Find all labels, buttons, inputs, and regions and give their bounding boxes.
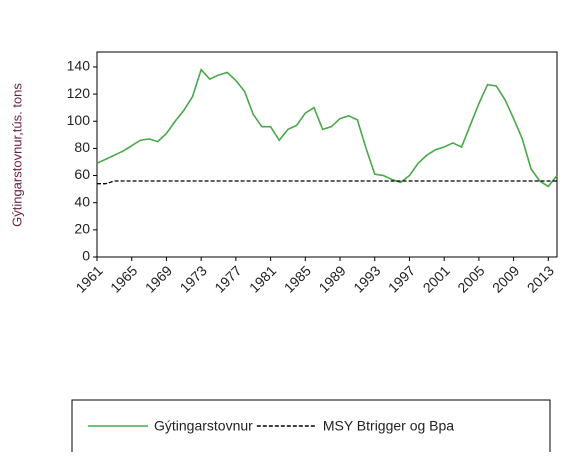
x-tick-label: 1985 xyxy=(281,262,314,295)
x-tick-label: 2001 xyxy=(420,262,453,295)
y-tick-label: 20 xyxy=(74,221,90,237)
y-tick-label: 60 xyxy=(74,166,90,182)
x-tick-label: 1969 xyxy=(142,262,175,295)
x-tick-label: 2005 xyxy=(454,262,487,295)
series-line xyxy=(97,180,557,185)
x-tick-label: 1961 xyxy=(72,262,105,295)
y-tick-label: 40 xyxy=(74,193,90,209)
y-tick-label: 80 xyxy=(74,139,90,155)
x-tick-label: 1981 xyxy=(246,262,279,295)
x-tick-label: 1977 xyxy=(211,262,244,295)
x-tick-label: 1997 xyxy=(385,262,418,295)
x-tick-label: 2009 xyxy=(489,262,522,295)
y-axis-label: Gýtingarstovnur,tús. tons xyxy=(9,83,24,227)
x-tick-label: 2013 xyxy=(524,262,557,295)
legend-box xyxy=(71,399,551,457)
y-tick-label: 100 xyxy=(67,112,91,128)
x-tick-label: 1973 xyxy=(177,262,210,295)
x-tick-label: 1965 xyxy=(107,262,140,295)
y-tick-label: 140 xyxy=(67,58,91,74)
x-tick-label: 1993 xyxy=(350,262,383,295)
x-tick-label: 1989 xyxy=(315,262,348,295)
y-tick-label: 120 xyxy=(67,85,91,101)
plot-area xyxy=(96,51,558,258)
legend-label: MSY Btrigger og Bpa xyxy=(323,418,454,434)
series-line xyxy=(96,68,558,188)
legend: Gýtingarstovnur MSY Btrigger og Bpa xyxy=(88,418,454,434)
y-tick-label: 0 xyxy=(82,248,90,264)
legend-label: Gýtingarstovnur xyxy=(154,418,253,434)
